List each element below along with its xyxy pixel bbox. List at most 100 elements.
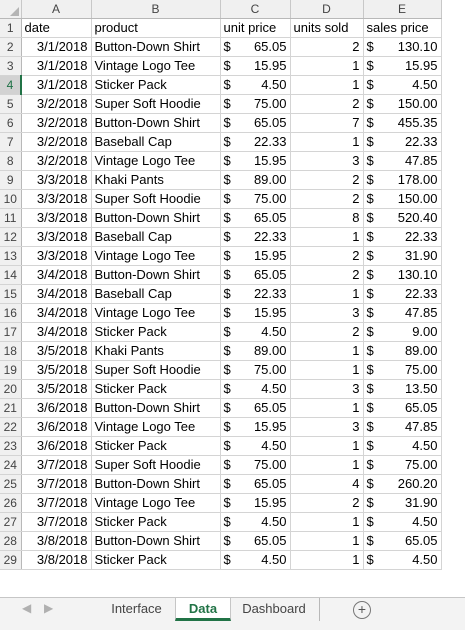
unit-price-cell[interactable]: $4.50 [220, 75, 291, 95]
sales-price-cell[interactable]: $65.05 [363, 531, 442, 551]
unit-price-cell[interactable]: $4.50 [220, 550, 291, 570]
row-header[interactable]: 11 [0, 208, 22, 228]
product-cell[interactable]: Sticker Pack [91, 512, 221, 532]
sales-price-cell[interactable]: $520.40 [363, 208, 442, 228]
row-header[interactable]: 19 [0, 360, 22, 380]
date-cell[interactable]: 3/7/2018 [21, 455, 92, 475]
sales-price-cell[interactable]: $47.85 [363, 417, 442, 437]
unit-price-cell[interactable]: $4.50 [220, 379, 291, 399]
sales-price-cell[interactable]: $89.00 [363, 341, 442, 361]
date-cell[interactable]: 3/2/2018 [21, 151, 92, 171]
header-cell-units-sold[interactable]: units sold [290, 18, 364, 38]
date-cell[interactable]: 3/6/2018 [21, 417, 92, 437]
unit-price-cell[interactable]: $65.05 [220, 265, 291, 285]
units-sold-cell[interactable]: 1 [290, 360, 364, 380]
column-header-b[interactable]: B [91, 0, 221, 19]
product-cell[interactable]: Button-Down Shirt [91, 37, 221, 57]
row-header[interactable]: 7 [0, 132, 22, 152]
row-header[interactable]: 1 [0, 18, 22, 38]
select-all-corner[interactable] [0, 0, 22, 19]
product-cell[interactable]: Super Soft Hoodie [91, 189, 221, 209]
product-cell[interactable]: Sticker Pack [91, 550, 221, 570]
date-cell[interactable]: 3/3/2018 [21, 189, 92, 209]
row-header[interactable]: 22 [0, 417, 22, 437]
product-cell[interactable]: Sticker Pack [91, 379, 221, 399]
unit-price-cell[interactable]: $89.00 [220, 341, 291, 361]
product-cell[interactable]: Button-Down Shirt [91, 531, 221, 551]
product-cell[interactable]: Button-Down Shirt [91, 265, 221, 285]
sales-price-cell[interactable]: $4.50 [363, 75, 442, 95]
units-sold-cell[interactable]: 4 [290, 474, 364, 494]
units-sold-cell[interactable]: 3 [290, 303, 364, 323]
date-cell[interactable]: 3/1/2018 [21, 37, 92, 57]
date-cell[interactable]: 3/4/2018 [21, 284, 92, 304]
date-cell[interactable]: 3/7/2018 [21, 512, 92, 532]
product-cell[interactable]: Super Soft Hoodie [91, 360, 221, 380]
product-cell[interactable]: Vintage Logo Tee [91, 151, 221, 171]
row-header[interactable]: 20 [0, 379, 22, 399]
unit-price-cell[interactable]: $22.33 [220, 132, 291, 152]
product-cell[interactable]: Button-Down Shirt [91, 474, 221, 494]
unit-price-cell[interactable]: $15.95 [220, 493, 291, 513]
units-sold-cell[interactable]: 3 [290, 151, 364, 171]
column-header-a[interactable]: A [21, 0, 92, 19]
units-sold-cell[interactable]: 1 [290, 436, 364, 456]
sales-price-cell[interactable]: $22.33 [363, 227, 442, 247]
column-header-c[interactable]: C [220, 0, 291, 19]
sales-price-cell[interactable]: $75.00 [363, 455, 442, 475]
sales-price-cell[interactable]: $4.50 [363, 436, 442, 456]
product-cell[interactable]: Sticker Pack [91, 322, 221, 342]
product-cell[interactable]: Button-Down Shirt [91, 113, 221, 133]
units-sold-cell[interactable]: 3 [290, 417, 364, 437]
product-cell[interactable]: Vintage Logo Tee [91, 56, 221, 76]
sales-price-cell[interactable]: $455.35 [363, 113, 442, 133]
units-sold-cell[interactable]: 1 [290, 284, 364, 304]
row-header[interactable]: 12 [0, 227, 22, 247]
date-cell[interactable]: 3/3/2018 [21, 208, 92, 228]
date-cell[interactable]: 3/1/2018 [21, 75, 92, 95]
units-sold-cell[interactable]: 2 [290, 265, 364, 285]
unit-price-cell[interactable]: $15.95 [220, 151, 291, 171]
units-sold-cell[interactable]: 2 [290, 246, 364, 266]
unit-price-cell[interactable]: $22.33 [220, 227, 291, 247]
row-header[interactable]: 16 [0, 303, 22, 323]
row-header[interactable]: 21 [0, 398, 22, 418]
sales-price-cell[interactable]: $130.10 [363, 265, 442, 285]
sales-price-cell[interactable]: $65.05 [363, 398, 442, 418]
sales-price-cell[interactable]: $4.50 [363, 550, 442, 570]
column-header-d[interactable]: D [290, 0, 364, 19]
row-header[interactable]: 29 [0, 550, 22, 570]
sales-price-cell[interactable]: $15.95 [363, 56, 442, 76]
product-cell[interactable]: Baseball Cap [91, 227, 221, 247]
date-cell[interactable]: 3/3/2018 [21, 227, 92, 247]
unit-price-cell[interactable]: $75.00 [220, 455, 291, 475]
product-cell[interactable]: Vintage Logo Tee [91, 493, 221, 513]
units-sold-cell[interactable]: 1 [290, 512, 364, 532]
unit-price-cell[interactable]: $4.50 [220, 512, 291, 532]
date-cell[interactable]: 3/2/2018 [21, 94, 92, 114]
date-cell[interactable]: 3/4/2018 [21, 265, 92, 285]
row-header[interactable]: 3 [0, 56, 22, 76]
unit-price-cell[interactable]: $65.05 [220, 398, 291, 418]
row-header[interactable]: 25 [0, 474, 22, 494]
sales-price-cell[interactable]: $13.50 [363, 379, 442, 399]
product-cell[interactable]: Button-Down Shirt [91, 398, 221, 418]
date-cell[interactable]: 3/8/2018 [21, 531, 92, 551]
date-cell[interactable]: 3/1/2018 [21, 56, 92, 76]
date-cell[interactable]: 3/5/2018 [21, 341, 92, 361]
units-sold-cell[interactable]: 1 [290, 132, 364, 152]
units-sold-cell[interactable]: 1 [290, 341, 364, 361]
date-cell[interactable]: 3/2/2018 [21, 132, 92, 152]
unit-price-cell[interactable]: $75.00 [220, 94, 291, 114]
date-cell[interactable]: 3/5/2018 [21, 360, 92, 380]
sales-price-cell[interactable]: $31.90 [363, 246, 442, 266]
sales-price-cell[interactable]: $150.00 [363, 94, 442, 114]
product-cell[interactable]: Vintage Logo Tee [91, 303, 221, 323]
sales-price-cell[interactable]: $47.85 [363, 151, 442, 171]
tab-dashboard[interactable]: Dashboard [229, 598, 320, 621]
sales-price-cell[interactable]: $75.00 [363, 360, 442, 380]
date-cell[interactable]: 3/6/2018 [21, 398, 92, 418]
tab-interface[interactable]: Interface [98, 598, 176, 621]
date-cell[interactable]: 3/5/2018 [21, 379, 92, 399]
product-cell[interactable]: Button-Down Shirt [91, 208, 221, 228]
